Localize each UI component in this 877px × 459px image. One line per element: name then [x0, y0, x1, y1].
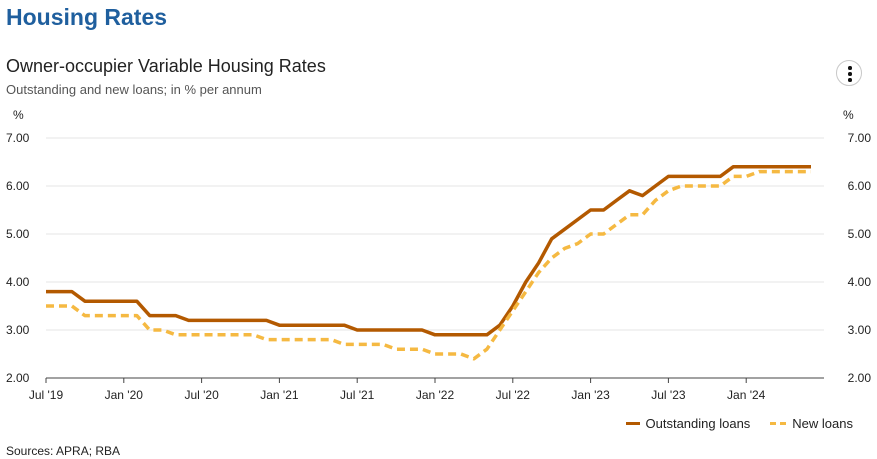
y-tick-label-left-3.00: 3.00 — [6, 323, 30, 337]
y-tick-label-left-6.00: 6.00 — [6, 179, 30, 193]
x-tick-label-2021-07: Jul '21 — [340, 388, 375, 402]
y-tick-label-right-6.00: 6.00 — [848, 179, 872, 193]
y-tick-label-right-5.00: 5.00 — [848, 227, 872, 241]
chart-subtitle: Outstanding and new loans; in % per annu… — [6, 82, 262, 97]
x-tick-label-2019-07: Jul '19 — [29, 388, 64, 402]
chart-menu-button[interactable] — [836, 60, 862, 86]
x-tick-label-2023-01: Jan '23 — [571, 388, 610, 402]
series-line-new-loans — [46, 169, 811, 361]
y-tick-label-right-4.00: 4.00 — [848, 275, 872, 289]
y-tick-label-left-7.00: 7.00 — [6, 131, 30, 145]
legend-label-outstanding: Outstanding loans — [645, 416, 751, 431]
source-note: Sources: APRA; RBA — [6, 444, 121, 458]
legend-swatch-outstanding — [625, 422, 640, 425]
x-tick-label-2022-01: Jan '22 — [416, 388, 455, 402]
legend-label-new: New loans — [792, 416, 853, 431]
x-tick-label-2024-01: Jan '24 — [727, 388, 766, 402]
y-tick-label-left-4.00: 4.00 — [6, 275, 30, 289]
chart-title: Owner-occupier Variable Housing Rates — [6, 56, 326, 76]
legend-swatch-new — [770, 422, 787, 425]
y-tick-label-right-7.00: 7.00 — [848, 131, 872, 145]
y-axis-unit-right: % — [843, 108, 854, 122]
x-tick-label-2022-07: Jul '22 — [496, 388, 531, 402]
x-tick-label-2023-07: Jul '23 — [651, 388, 686, 402]
y-tick-label-right-3.00: 3.00 — [848, 323, 872, 337]
chart-legend: Outstanding loans New loans — [625, 416, 853, 431]
y-tick-label-left-5.00: 5.00 — [6, 227, 30, 241]
x-tick-label-2020-01: Jan '20 — [105, 388, 144, 402]
legend-item-new[interactable]: New loans — [770, 416, 853, 431]
y-tick-label-right-2.00: 2.00 — [848, 371, 872, 385]
y-tick-label-left-2.00: 2.00 — [6, 371, 30, 385]
series-line-outstanding-loans — [46, 165, 811, 337]
x-tick-label-2020-07: Jul '20 — [184, 388, 219, 402]
line-chart: % % 2.00 2.00 3.00 3.00 4.00 4.00 5.00 5.00 6.00… — [6, 108, 872, 402]
page-heading: Housing Rates — [6, 4, 168, 30]
y-axis-unit-left: % — [13, 108, 24, 122]
x-tick-label-2021-01: Jan '21 — [260, 388, 299, 402]
legend-item-outstanding[interactable]: Outstanding loans — [625, 416, 751, 431]
